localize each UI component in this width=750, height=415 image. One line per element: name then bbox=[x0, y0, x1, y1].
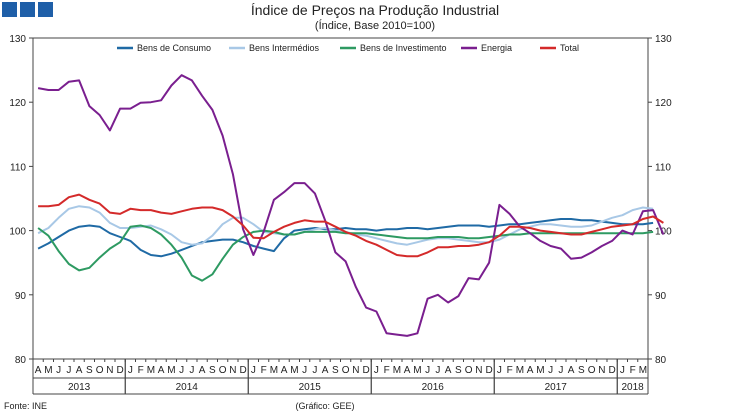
y-tick-label-right: 100 bbox=[655, 227, 672, 238]
month-label: N bbox=[352, 365, 359, 376]
month-label: A bbox=[281, 365, 288, 376]
legend-label: Bens de Consumo bbox=[137, 43, 211, 53]
y-tick-label-left: 130 bbox=[9, 34, 26, 45]
y-tick-label-left: 80 bbox=[15, 355, 27, 366]
month-label: S bbox=[209, 365, 216, 376]
logo-square-3 bbox=[38, 2, 53, 17]
month-label: F bbox=[261, 365, 267, 376]
month-label: A bbox=[158, 365, 165, 376]
month-label: J bbox=[312, 365, 317, 376]
year-label: 2018 bbox=[622, 382, 645, 393]
month-label: F bbox=[630, 365, 636, 376]
month-label: J bbox=[251, 365, 256, 376]
month-label: A bbox=[527, 365, 534, 376]
series-line bbox=[37, 218, 654, 258]
month-label: M bbox=[147, 365, 155, 376]
month-label: J bbox=[497, 365, 502, 376]
legend-label: Energia bbox=[481, 43, 512, 53]
month-label: S bbox=[455, 365, 462, 376]
year-label: 2014 bbox=[176, 382, 199, 393]
y-tick-label-right: 80 bbox=[655, 355, 667, 366]
month-label: M bbox=[270, 365, 278, 376]
month-label: A bbox=[76, 365, 83, 376]
month-label: S bbox=[332, 365, 339, 376]
month-label: O bbox=[219, 365, 227, 376]
month-label: S bbox=[578, 365, 585, 376]
y-tick-label-left: 120 bbox=[9, 98, 26, 109]
series-line bbox=[38, 193, 664, 258]
series-line bbox=[37, 205, 654, 246]
month-label: J bbox=[56, 365, 61, 376]
month-label: M bbox=[290, 365, 298, 376]
month-label: J bbox=[620, 365, 625, 376]
month-label: A bbox=[404, 365, 411, 376]
month-label: J bbox=[374, 365, 379, 376]
year-label: 2017 bbox=[545, 382, 568, 393]
month-label: F bbox=[138, 365, 144, 376]
month-label: O bbox=[342, 365, 350, 376]
month-label: J bbox=[189, 365, 194, 376]
y-tick-label-right: 120 bbox=[655, 98, 672, 109]
month-label: D bbox=[609, 365, 616, 376]
y-tick-label-left: 100 bbox=[9, 227, 26, 238]
month-label: J bbox=[425, 365, 430, 376]
year-label: 2013 bbox=[68, 382, 91, 393]
month-label: S bbox=[86, 365, 93, 376]
month-label: J bbox=[179, 365, 184, 376]
chart-subtitle: (Índice, Base 2010=100) bbox=[314, 20, 436, 32]
month-label: F bbox=[384, 365, 390, 376]
month-label: O bbox=[96, 365, 104, 376]
month-label: J bbox=[548, 365, 553, 376]
month-label: A bbox=[322, 365, 329, 376]
series-line bbox=[37, 224, 654, 282]
month-label: D bbox=[117, 365, 124, 376]
month-label: D bbox=[363, 365, 370, 376]
month-label: J bbox=[302, 365, 307, 376]
logo-square-1 bbox=[2, 2, 17, 17]
chart-credit: (Gráfico: GEE) bbox=[295, 401, 355, 411]
y-tick-label-left: 110 bbox=[10, 162, 26, 173]
month-label: F bbox=[507, 365, 513, 376]
year-label: 2016 bbox=[422, 382, 445, 393]
month-label: D bbox=[486, 365, 493, 376]
month-label: M bbox=[167, 365, 175, 376]
y-tick-label-right: 130 bbox=[655, 34, 672, 45]
legend-label: Total bbox=[560, 43, 579, 53]
month-label: M bbox=[413, 365, 421, 376]
series-line bbox=[37, 74, 665, 337]
month-label: M bbox=[44, 365, 52, 376]
y-tick-label-right: 110 bbox=[655, 162, 671, 173]
month-label: N bbox=[106, 365, 113, 376]
logo-square-2 bbox=[20, 2, 35, 17]
legend-label: Bens de Investimento bbox=[360, 43, 447, 53]
month-label: A bbox=[199, 365, 206, 376]
month-label: O bbox=[588, 365, 596, 376]
month-label: M bbox=[639, 365, 647, 376]
source-note: Fonte: INE bbox=[4, 401, 48, 411]
y-tick-label-right: 90 bbox=[655, 291, 667, 302]
year-label: 2015 bbox=[299, 382, 322, 393]
month-label: J bbox=[128, 365, 133, 376]
month-label: N bbox=[475, 365, 482, 376]
month-label: M bbox=[536, 365, 544, 376]
month-label: A bbox=[445, 365, 452, 376]
chart-title: Índice de Preços na Produção Industrial bbox=[250, 2, 500, 18]
legend-label: Bens Intermédios bbox=[249, 43, 320, 53]
month-label: A bbox=[35, 365, 42, 376]
month-label: M bbox=[516, 365, 524, 376]
y-tick-label-left: 90 bbox=[15, 291, 27, 302]
month-label: J bbox=[435, 365, 440, 376]
month-label: A bbox=[568, 365, 575, 376]
month-label: M bbox=[393, 365, 401, 376]
month-label: J bbox=[558, 365, 563, 376]
month-label: O bbox=[465, 365, 473, 376]
month-label: N bbox=[598, 365, 605, 376]
month-label: N bbox=[229, 365, 236, 376]
month-label: D bbox=[240, 365, 247, 376]
plot-frame bbox=[32, 37, 649, 360]
month-label: J bbox=[66, 365, 71, 376]
